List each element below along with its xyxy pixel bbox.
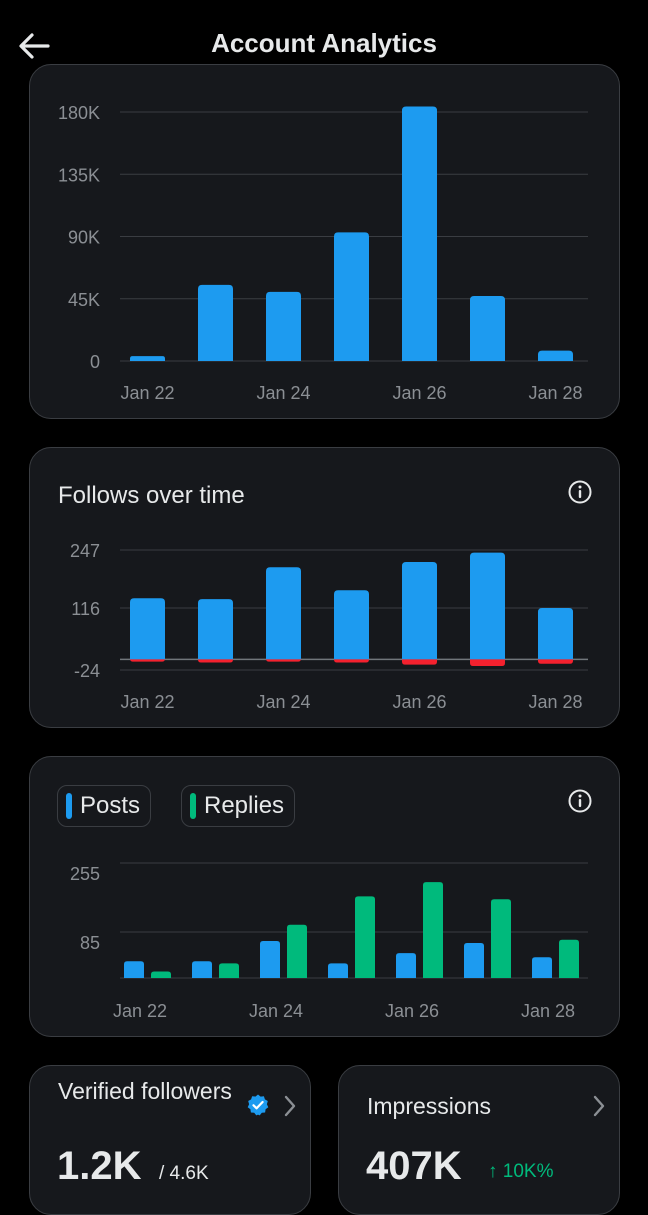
impressions-change: ↑ 10K%	[488, 1161, 554, 1182]
impressions-chart-card: 180K 135K 90K 45K 0 Jan 22 Jan 24 Jan 26 Jan 28	[29, 64, 620, 419]
bar-jan-23	[198, 284, 233, 361]
y-tick-label: 45K	[68, 290, 100, 310]
replies-bar	[287, 924, 307, 978]
unfollows-bar	[470, 659, 505, 667]
follows-bar	[266, 567, 301, 660]
legend-posts-chip[interactable]: Posts	[57, 785, 152, 827]
x-tick-label: Jan 26	[392, 383, 446, 403]
replies-bar	[355, 896, 375, 978]
posts-bar	[396, 953, 416, 978]
x-tick-label: Jan 22	[120, 383, 174, 403]
follows-bar	[130, 598, 165, 660]
verified-badge-icon	[247, 1094, 269, 1116]
follows-bar	[470, 552, 505, 660]
y-tick-label: 90K	[68, 228, 100, 248]
legend-replies-label: Replies	[204, 792, 285, 819]
y-tick-label: 255	[70, 864, 100, 884]
chevron-right-icon[interactable]	[282, 1094, 298, 1118]
x-tick-label: Jan 24	[256, 692, 310, 712]
follows-bar-chart: 247 116 -24 Jan 22 Jan 24 Jan 26 Jan 28	[70, 541, 588, 712]
card-title: Follows over time	[58, 482, 245, 509]
posts-replies-card: Posts Replies 255 85 Jan 22 Jan 24 Jan 26 Jan…	[29, 756, 620, 1037]
bar-jan-25	[334, 232, 369, 361]
unfollows-bar	[130, 658, 165, 662]
unfollows-bar	[266, 658, 301, 662]
bar-jan-26	[402, 106, 437, 361]
verified-followers-card[interactable]: Verified followers 1.2K / 4.6K	[29, 1065, 311, 1215]
impressions-bar-chart: 180K 135K 90K 45K 0 Jan 22 Jan 24 Jan 26 Jan 28	[58, 103, 588, 403]
y-tick-label: 85	[80, 933, 100, 953]
y-tick-label: 0	[90, 352, 100, 372]
unfollows-bar	[334, 659, 369, 663]
follows-card: Follows over time 247 116 -24 Jan 22 Jan 24 J…	[29, 447, 620, 728]
replies-swatch	[190, 793, 196, 819]
top-bar: Account Analytics	[0, 0, 648, 88]
replies-bar	[559, 939, 579, 978]
x-tick-label: Jan 28	[528, 383, 582, 403]
x-tick-label: Jan 28	[528, 692, 582, 712]
y-tick-label: 135K	[58, 165, 100, 185]
x-tick-label: Jan 24	[256, 383, 310, 403]
x-tick-label: Jan 22	[120, 692, 174, 712]
x-tick-label: Jan 24	[249, 1001, 303, 1021]
page-title: Account Analytics	[211, 28, 437, 58]
chevron-right-icon[interactable]	[591, 1094, 607, 1118]
unfollows-bar	[538, 659, 573, 664]
impressions-value: 407K	[366, 1144, 462, 1188]
posts-replies-bar-chart: 255 85 Jan 22 Jan 24 Jan 26 Jan 28	[70, 862, 588, 1021]
replies-bar	[423, 882, 443, 978]
bar-jan-24	[266, 291, 301, 361]
info-icon[interactable]	[567, 479, 593, 505]
unfollows-bar	[198, 659, 233, 663]
posts-bar	[532, 957, 552, 978]
posts-bar	[328, 963, 348, 978]
legend-replies-chip[interactable]: Replies	[181, 785, 296, 827]
posts-bar	[192, 961, 212, 978]
verified-followers-label: Verified followers	[58, 1078, 232, 1104]
bar-jan-22	[130, 356, 165, 361]
verified-followers-value: 1.2K	[57, 1144, 142, 1188]
impressions-label: Impressions	[367, 1093, 491, 1119]
x-tick-label: Jan 26	[385, 1001, 439, 1021]
follows-bar	[538, 608, 573, 660]
bar-jan-27	[470, 295, 505, 361]
x-tick-label: Jan 28	[521, 1001, 575, 1021]
y-tick-label: 247	[70, 541, 100, 561]
follows-bar	[334, 590, 369, 660]
legend-posts-label: Posts	[80, 792, 141, 819]
bar-jan-28	[538, 350, 573, 361]
y-tick-label: 180K	[58, 103, 100, 123]
y-tick-label: -24	[74, 661, 100, 681]
x-tick-label: Jan 22	[113, 1001, 167, 1021]
arrow-left-icon[interactable]	[14, 26, 54, 66]
verified-followers-total: / 4.6K	[159, 1163, 209, 1184]
posts-bar	[260, 941, 280, 978]
impressions-card[interactable]: Impressions 407K ↑ 10K%	[338, 1065, 620, 1215]
x-tick-label: Jan 26	[392, 692, 446, 712]
posts-bar	[124, 961, 144, 978]
info-icon[interactable]	[567, 788, 593, 814]
posts-bar	[464, 943, 484, 978]
posts-swatch	[66, 793, 72, 819]
replies-bar	[151, 971, 171, 978]
unfollows-bar	[402, 659, 437, 665]
replies-bar	[491, 899, 511, 978]
follows-bar	[402, 561, 437, 660]
follows-bar	[198, 599, 233, 660]
y-tick-label: 116	[71, 599, 100, 619]
replies-bar	[219, 963, 239, 978]
